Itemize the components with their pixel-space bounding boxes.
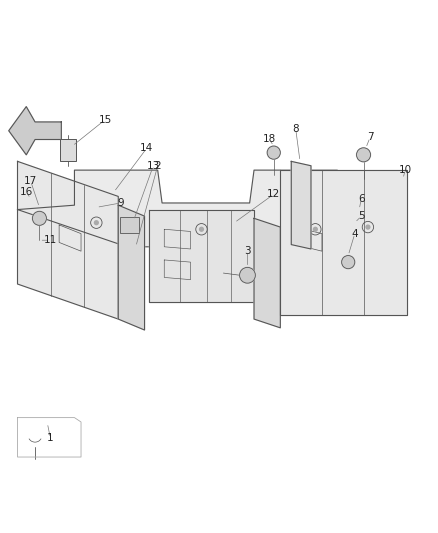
Polygon shape <box>59 225 81 251</box>
Circle shape <box>267 146 280 159</box>
Text: 18: 18 <box>263 134 276 144</box>
Text: 6: 6 <box>358 193 365 204</box>
Polygon shape <box>9 107 61 155</box>
Circle shape <box>240 268 255 283</box>
Bar <box>60 140 76 161</box>
Polygon shape <box>18 161 118 319</box>
Circle shape <box>94 220 99 225</box>
Text: 8: 8 <box>292 124 299 134</box>
Text: 2: 2 <box>154 161 161 171</box>
Text: 7: 7 <box>367 132 374 142</box>
Polygon shape <box>18 170 381 247</box>
Polygon shape <box>280 170 407 314</box>
Polygon shape <box>149 209 254 302</box>
Polygon shape <box>164 260 191 280</box>
Text: 3: 3 <box>244 246 251 256</box>
Polygon shape <box>296 227 322 251</box>
Text: 1: 1 <box>47 433 54 443</box>
Polygon shape <box>164 229 191 249</box>
Polygon shape <box>254 219 280 328</box>
Text: 11: 11 <box>44 235 57 245</box>
Text: 10: 10 <box>399 165 412 175</box>
Circle shape <box>32 211 46 225</box>
Text: 12: 12 <box>267 189 280 199</box>
Text: 9: 9 <box>117 198 124 208</box>
Circle shape <box>342 255 355 269</box>
Polygon shape <box>118 205 145 330</box>
Text: 4: 4 <box>351 229 358 239</box>
Bar <box>120 217 139 233</box>
Circle shape <box>365 224 371 230</box>
Text: 5: 5 <box>358 211 365 221</box>
Polygon shape <box>291 161 311 249</box>
Circle shape <box>313 227 318 232</box>
Text: 16: 16 <box>20 187 33 197</box>
Text: 17: 17 <box>24 176 37 186</box>
Text: 15: 15 <box>99 115 112 125</box>
Text: 13: 13 <box>147 161 160 171</box>
Text: 14: 14 <box>140 143 153 154</box>
Circle shape <box>357 148 371 162</box>
Circle shape <box>199 227 204 232</box>
